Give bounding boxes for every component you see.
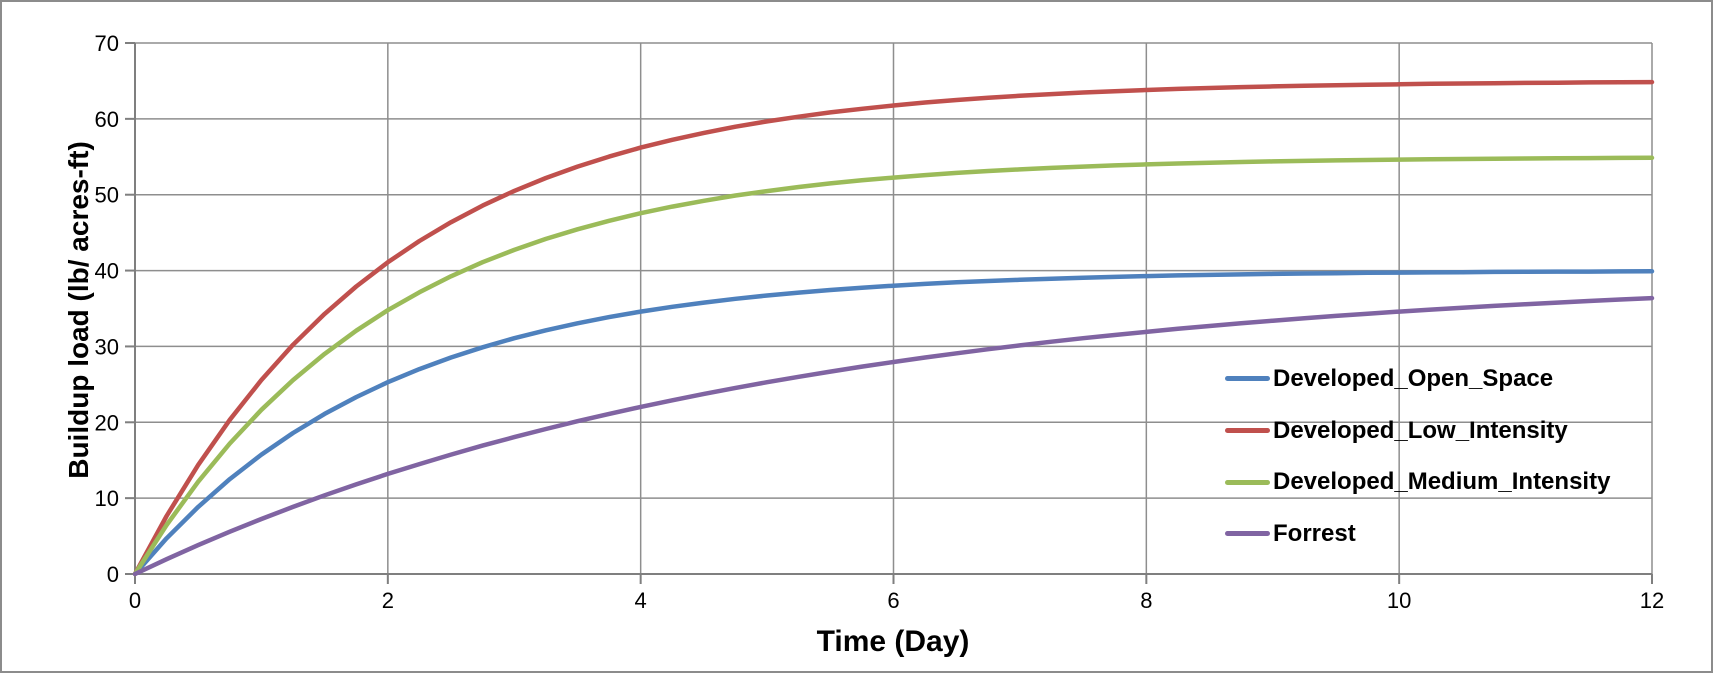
- x-tick-label: 10: [1387, 588, 1411, 613]
- x-tick-label: 4: [635, 588, 647, 613]
- series-line-forrest: [132, 295, 1655, 577]
- series-line-developed-medium-intensity: [132, 155, 1655, 577]
- legend-label: Developed_Open_Space: [1273, 364, 1554, 392]
- legend-label: Forrest: [1273, 519, 1356, 547]
- legend: Developed_Open_Space Developed_Low_Inten…: [1225, 353, 1610, 560]
- y-tick-label: 40: [95, 259, 119, 284]
- series-line-developed-open-space: [132, 269, 1655, 577]
- y-tick-label: 0: [107, 562, 119, 587]
- x-tick-label: 6: [887, 588, 899, 613]
- y-tick-label: 60: [95, 107, 119, 132]
- y-tick-label: 20: [95, 410, 119, 435]
- y-tick-label: 10: [95, 486, 119, 511]
- x-tick-label: 2: [382, 588, 394, 613]
- legend-item-developed-low-intensity: Developed_Low_Intensity: [1225, 405, 1610, 457]
- x-axis-title: Time (Day): [816, 625, 970, 658]
- legend-label: Developed_Low_Intensity: [1273, 416, 1568, 444]
- x-tick-label: 8: [1140, 588, 1152, 613]
- legend-item-developed-medium-intensity: Developed_Medium_Intensity: [1225, 456, 1610, 508]
- x-tick-label: 0: [129, 588, 141, 613]
- y-tick-label: 30: [95, 334, 119, 359]
- legend-label: Developed_Medium_Intensity: [1273, 468, 1611, 496]
- legend-swatch-icon: [1225, 479, 1270, 485]
- x-tick-label: 12: [1640, 588, 1664, 613]
- y-tick-label: 70: [95, 31, 119, 56]
- legend-item-forrest: Forrest: [1225, 508, 1610, 560]
- legend-swatch-icon: [1225, 428, 1270, 434]
- legend-item-developed-open-space: Developed_Open_Space: [1225, 353, 1610, 405]
- series-line-developed-low-intensity: [132, 79, 1655, 577]
- y-tick-label: 50: [95, 183, 119, 208]
- legend-swatch-icon: [1225, 531, 1270, 537]
- y-axis-title: Buildup load (lb/ acres-ft): [63, 141, 94, 479]
- legend-swatch-icon: [1225, 376, 1270, 382]
